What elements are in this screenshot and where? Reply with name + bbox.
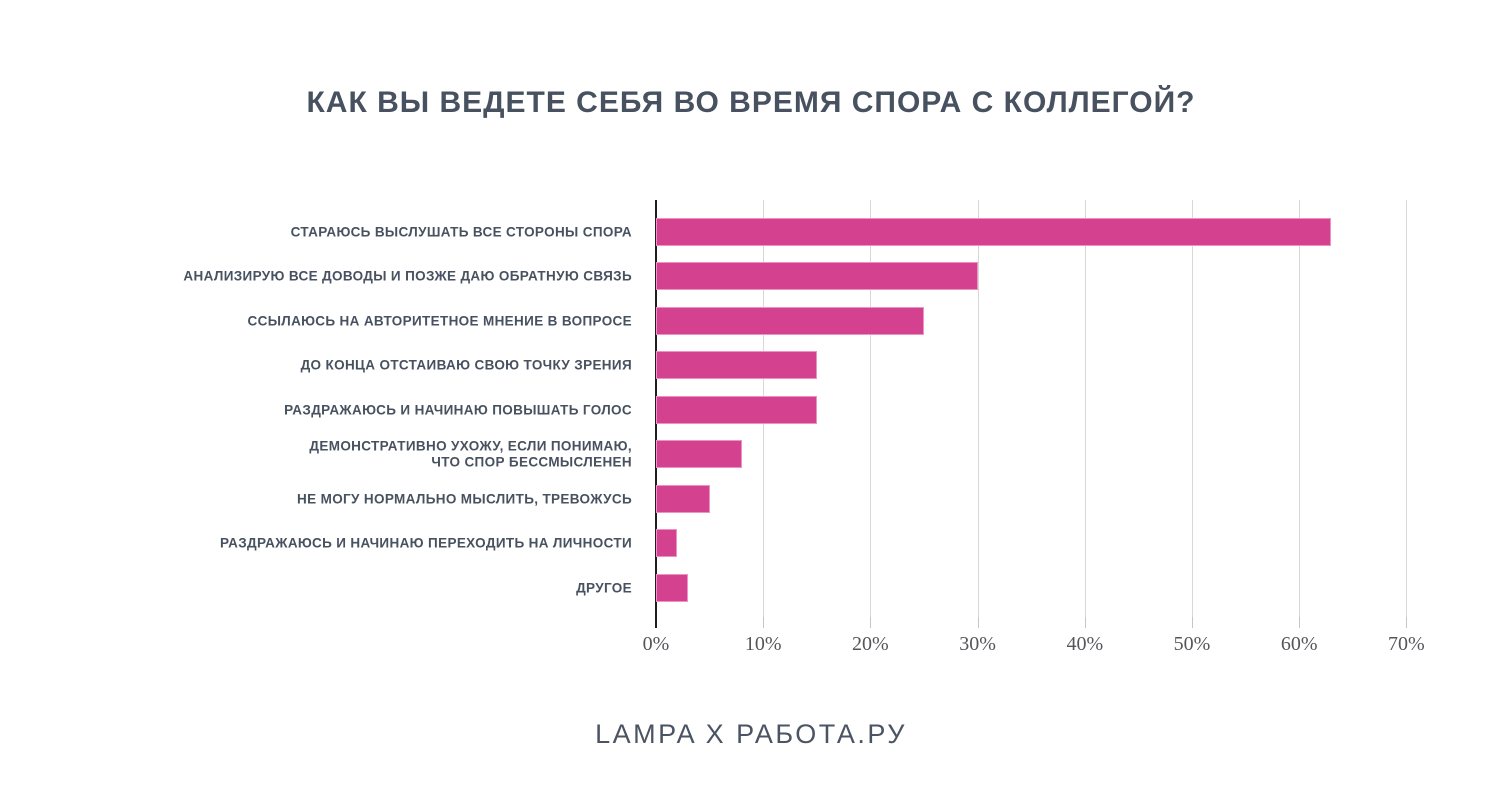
gridline xyxy=(1084,200,1086,617)
category-label: РАЗДРАЖАЮСЬ И НАЧИНАЮ ПОВЫШАТЬ ГОЛОС xyxy=(284,401,632,417)
category-label: АНАЛИЗИРУЮ ВСЕ ДОВОДЫ И ПОЗЖЕ ДАЮ ОБРАТН… xyxy=(183,268,632,284)
footer-brand: LAMPA X РАБОТА.РУ xyxy=(595,719,907,749)
category-label: ДЕМОНСТРАТИВНО УХОЖУ, ЕСЛИ ПОНИМАЮ, ЧТО … xyxy=(309,438,632,470)
axis-tick xyxy=(870,617,872,628)
category-label: ССЫЛАЮСЬ НА АВТОРИТЕТНОЕ МНЕНИЕ В ВОПРОС… xyxy=(247,312,632,328)
category-label: НЕ МОГУ НОРМАЛЬНО МЫСЛИТЬ, ТРЕВОЖУСЬ xyxy=(297,490,632,506)
axis-tick xyxy=(1084,617,1086,628)
chart-title: КАК ВЫ ВЕДЕТЕ СЕБЯ ВО ВРЕМЯ СПОРА С КОЛЛ… xyxy=(306,86,1196,119)
x-tick-label: 20% xyxy=(852,633,889,655)
category-label: РАЗДРАЖАЮСЬ И НАЧИНАЮ ПЕРЕХОДИТЬ НА ЛИЧН… xyxy=(219,535,632,551)
x-tick-label: 10% xyxy=(744,633,782,655)
gridline xyxy=(1406,200,1408,617)
chart-bar xyxy=(656,529,678,557)
gridline xyxy=(1299,200,1301,617)
axis-tick xyxy=(1406,617,1408,628)
axis-tick xyxy=(655,617,657,628)
category-label: ДРУГОЕ xyxy=(576,579,632,595)
x-tick-label: 30% xyxy=(959,633,996,655)
chart-bar xyxy=(656,440,742,468)
axis-tick xyxy=(763,617,765,628)
gridline xyxy=(977,200,979,617)
chart-bar xyxy=(656,217,1332,246)
gridline xyxy=(870,200,872,617)
x-tick-label: 40% xyxy=(1066,633,1104,655)
axis-tick xyxy=(1299,617,1301,628)
x-tick-label: 50% xyxy=(1173,633,1211,655)
axis-tick xyxy=(1192,617,1193,628)
x-tick-label: 70% xyxy=(1388,633,1425,655)
plot-area: 0% 10% 20% 30% 40% 50% 60% 70% xyxy=(643,200,1466,655)
chart-bar xyxy=(656,306,924,335)
x-tick-label: 60% xyxy=(1280,633,1318,655)
chart-bar xyxy=(656,395,817,424)
x-tick-label: 0% xyxy=(642,633,670,655)
chart-bar xyxy=(656,484,710,513)
category-label: ДО КОНЦА ОТСТАИВАЮ СВОЮ ТОЧКУ ЗРЕНИЯ xyxy=(300,357,632,373)
chart-bar xyxy=(656,573,689,602)
chart-bar xyxy=(656,351,817,379)
category-label: СТАРАЮСЬ ВЫСЛУШАТЬ ВСЕ СТОРОНЫ СПОРА xyxy=(290,223,632,239)
gridline xyxy=(1192,200,1193,617)
axis-tick xyxy=(977,617,979,628)
chart-bar xyxy=(656,262,978,290)
